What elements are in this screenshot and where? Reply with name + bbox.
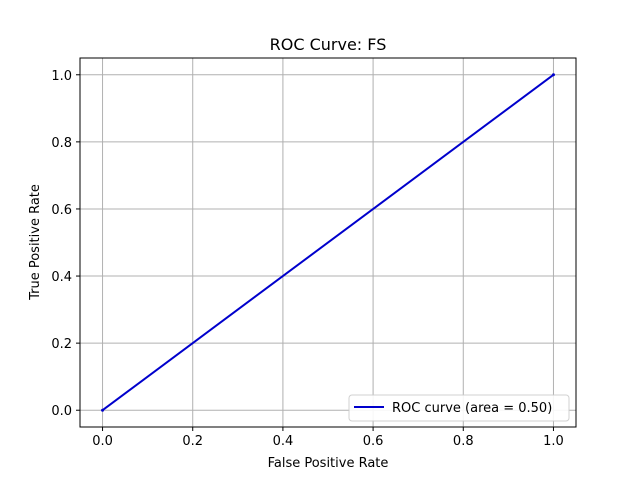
x-tick-label: 1.0 (543, 434, 564, 449)
y-tick-label: 0.0 (51, 404, 72, 419)
roc-curve-line (101, 73, 555, 412)
legend-label-roc: ROC curve (area = 0.50) (392, 401, 552, 416)
x-tick-label: 0.4 (273, 434, 294, 449)
plot-frame (79, 57, 577, 428)
y-tick-label: 0.6 (51, 203, 72, 218)
y-tick-label: 1.0 (51, 69, 72, 84)
y-axis-label: True Positive Rate (28, 184, 43, 301)
roc-curve-point (101, 408, 105, 412)
y-axis-ticks: 0.0 0.2 0.4 0.6 0.8 1.0 (51, 69, 80, 419)
x-tick-label: 0.6 (363, 434, 384, 449)
legend: ROC curve (area = 0.50) (348, 394, 570, 422)
x-axis-label: False Positive Rate (268, 456, 389, 471)
y-tick-label: 0.2 (51, 337, 72, 352)
x-tick-label: 0.8 (453, 434, 474, 449)
legend-box (348, 394, 570, 422)
chart-title: ROC Curve: FS (270, 35, 387, 54)
series-group (101, 73, 555, 412)
roc-curve-point (551, 73, 555, 77)
y-tick-label: 0.4 (51, 270, 72, 285)
x-axis-ticks: 0.0 0.2 0.4 0.6 0.8 1.0 (92, 427, 564, 449)
x-tick-label: 0.0 (92, 434, 113, 449)
y-tick-label: 0.8 (51, 136, 72, 151)
grid-lines (80, 58, 576, 427)
x-tick-label: 0.2 (182, 434, 203, 449)
